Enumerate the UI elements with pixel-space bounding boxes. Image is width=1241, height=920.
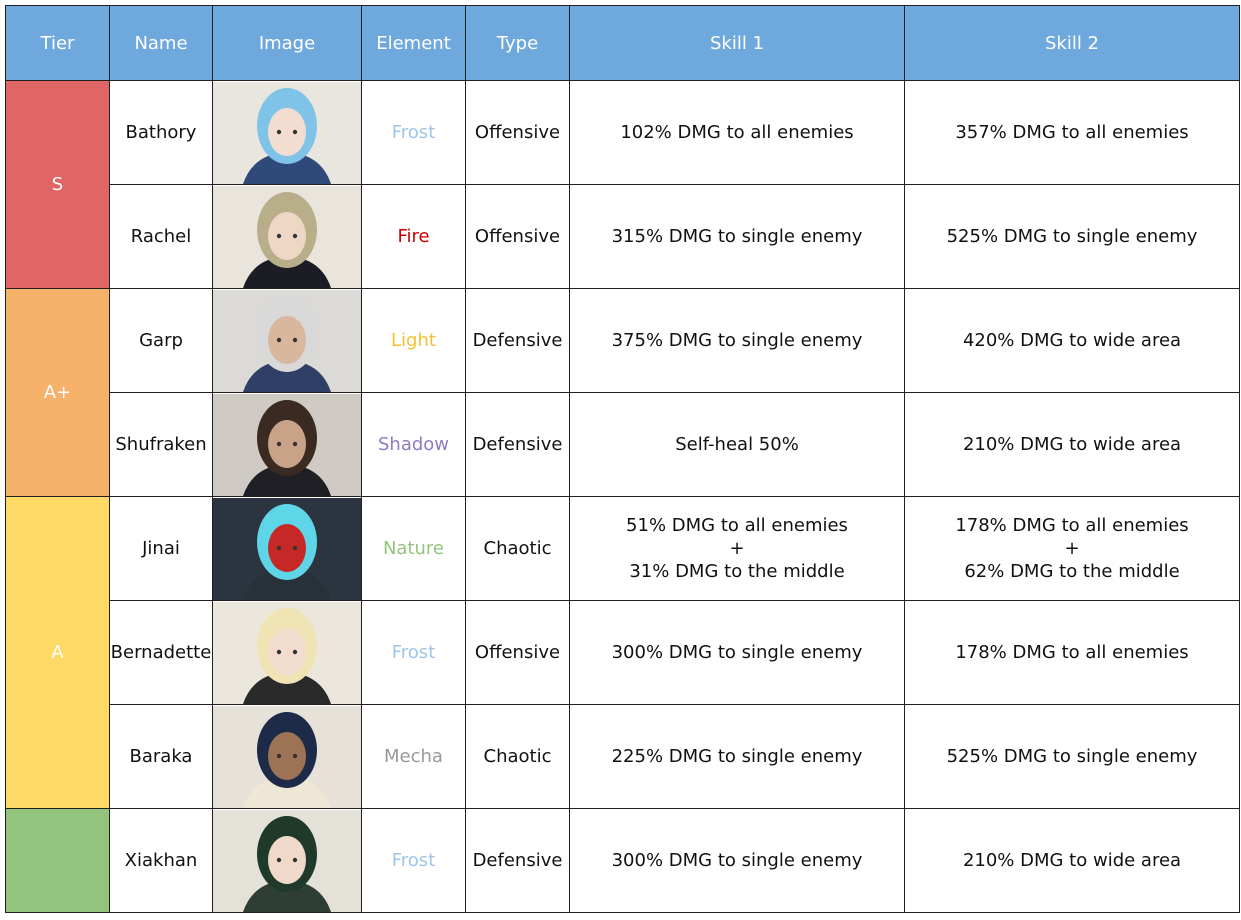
- skill-line: 420% DMG to wide area: [962, 330, 1182, 351]
- character-name: Xiakhan: [109, 808, 213, 913]
- character-image-cell: [212, 496, 362, 601]
- table-row: A Jinai Nature Chaotic 51% DMG to all enemie…: [5, 496, 1240, 809]
- skill-line: 31% DMG to the middle: [629, 561, 845, 582]
- table-row: Rachel Fire Offensive 315% DMG to single en…: [6, 184, 1240, 289]
- skill-1-cell: Self-heal 50%: [569, 392, 905, 497]
- table-row: S Bathory Frost Offensive 102% DMG to all en…: [5, 80, 1240, 289]
- table-row: Baraka Mecha Chaotic 225% DMG to single ene…: [6, 704, 1240, 809]
- tier-cell: A: [5, 496, 110, 809]
- skill-2-cell: 210% DMG to wide area: [904, 392, 1240, 497]
- header-type: Type: [465, 5, 570, 81]
- element-cell: Frost: [361, 600, 466, 705]
- skill-1-cell: 102% DMG to all enemies: [569, 80, 905, 185]
- element-cell: Mecha: [361, 704, 466, 809]
- skill-line: 225% DMG to single enemy: [611, 746, 863, 767]
- character-name: Bernadette: [109, 600, 213, 705]
- skill-2-cell: 525% DMG to single enemy: [904, 184, 1240, 289]
- skill-line: Self-heal 50%: [675, 434, 799, 455]
- type-cell: Chaotic: [465, 496, 570, 601]
- type-cell: Defensive: [465, 392, 570, 497]
- skill-line: 178% DMG to all enemies: [955, 515, 1189, 536]
- dark-haired-hero-portrait: [213, 705, 361, 808]
- skill-line: 210% DMG to wide area: [962, 850, 1182, 871]
- skill-1-cell: 375% DMG to single enemy: [569, 288, 905, 393]
- character-image-cell: [212, 808, 362, 913]
- header-tier: Tier: [5, 5, 110, 81]
- type-cell: Chaotic: [465, 704, 570, 809]
- tier-cell: A+: [5, 288, 110, 497]
- type-cell: Defensive: [465, 288, 570, 393]
- skill-1-cell: 225% DMG to single enemy: [569, 704, 905, 809]
- skill-line: 210% DMG to wide area: [962, 434, 1182, 455]
- tier-cell: S: [5, 80, 110, 289]
- skill-line: 300% DMG to single enemy: [611, 642, 863, 663]
- type-cell: Offensive: [465, 80, 570, 185]
- table-row: A+ Garp Light Defensive 375% DMG to single e…: [5, 288, 1240, 497]
- header-element: Element: [361, 5, 466, 81]
- character-image-cell: [212, 288, 362, 393]
- type-cell: Offensive: [465, 184, 570, 289]
- character-image-cell: [212, 392, 362, 497]
- header-row: Tier Name Image Element Type Skill 1 Ski…: [5, 5, 1240, 81]
- table-row: Bernadette Frost Offensive 300% DMG to sing…: [6, 600, 1240, 705]
- element-cell: Frost: [361, 80, 466, 185]
- type-cell: Defensive: [465, 808, 570, 913]
- skill-line: 102% DMG to all enemies: [620, 122, 854, 143]
- element-cell: Frost: [361, 808, 466, 913]
- character-image-cell: [212, 184, 362, 289]
- skill-1-cell: 300% DMG to single enemy: [569, 808, 905, 913]
- character-name: Bathory: [109, 80, 213, 185]
- skill-line: +: [1064, 538, 1080, 559]
- type-cell: Offensive: [465, 600, 570, 705]
- table-row: Xiakhan Frost Defensive 300% DMG to single …: [5, 808, 1240, 913]
- character-image-cell: [212, 80, 362, 185]
- skill-2-cell: 210% DMG to wide area: [904, 808, 1240, 913]
- skill-line: 51% DMG to all enemies: [626, 515, 848, 536]
- character-name: Rachel: [109, 184, 213, 289]
- skill-line: 315% DMG to single enemy: [611, 226, 863, 247]
- skill-2-cell: 525% DMG to single enemy: [904, 704, 1240, 809]
- fire-hero-portrait: [213, 185, 361, 288]
- skill-2-cell: 178% DMG to all enemies +62% DMG to the m…: [904, 496, 1240, 601]
- bearded-warrior-portrait: [213, 393, 361, 496]
- header-name: Name: [109, 5, 213, 81]
- header-skill-2: Skill 2: [904, 5, 1240, 81]
- skill-line: +: [729, 538, 745, 559]
- skill-line: 357% DMG to all enemies: [955, 122, 1189, 143]
- blonde-mage-portrait: [213, 601, 361, 704]
- element-cell: Nature: [361, 496, 466, 601]
- green-haired-elf-portrait: [213, 809, 361, 912]
- skill-2-cell: 178% DMG to all enemies: [904, 600, 1240, 705]
- skill-1-cell: 300% DMG to single enemy: [569, 600, 905, 705]
- skill-line: 525% DMG to single enemy: [946, 746, 1198, 767]
- element-cell: Fire: [361, 184, 466, 289]
- element-cell: Shadow: [361, 392, 466, 497]
- character-name: Baraka: [109, 704, 213, 809]
- character-image-cell: [212, 704, 362, 809]
- character-name: Jinai: [109, 496, 213, 601]
- tier-cell: [5, 808, 110, 913]
- skill-2-cell: 420% DMG to wide area: [904, 288, 1240, 393]
- skill-1-cell: 315% DMG to single enemy: [569, 184, 905, 289]
- skill-line: 525% DMG to single enemy: [946, 226, 1198, 247]
- element-cell: Light: [361, 288, 466, 393]
- skill-line: 375% DMG to single enemy: [611, 330, 863, 351]
- old-warrior-portrait: [213, 289, 361, 392]
- skill-line: 178% DMG to all enemies: [955, 642, 1189, 663]
- header-image: Image: [212, 5, 362, 81]
- masked-creature-portrait: [213, 497, 361, 600]
- frost-elf-portrait: [213, 81, 361, 184]
- skill-1-cell: 51% DMG to all enemies +31% DMG to the mi…: [569, 496, 905, 601]
- skill-line: 62% DMG to the middle: [964, 561, 1180, 582]
- tier-list-table: Tier Name Image Element Type Skill 1 Ski…: [5, 5, 1240, 913]
- table-body: S Bathory Frost Offensive 102% DMG to all en…: [5, 80, 1240, 913]
- character-name: Garp: [109, 288, 213, 393]
- skill-2-cell: 357% DMG to all enemies: [904, 80, 1240, 185]
- character-name: Shufraken: [109, 392, 213, 497]
- character-image-cell: [212, 600, 362, 705]
- table-row: Shufraken Shadow Defensive Self-heal 50% 210…: [6, 392, 1240, 497]
- skill-line: 300% DMG to single enemy: [611, 850, 863, 871]
- header-skill-1: Skill 1: [569, 5, 905, 81]
